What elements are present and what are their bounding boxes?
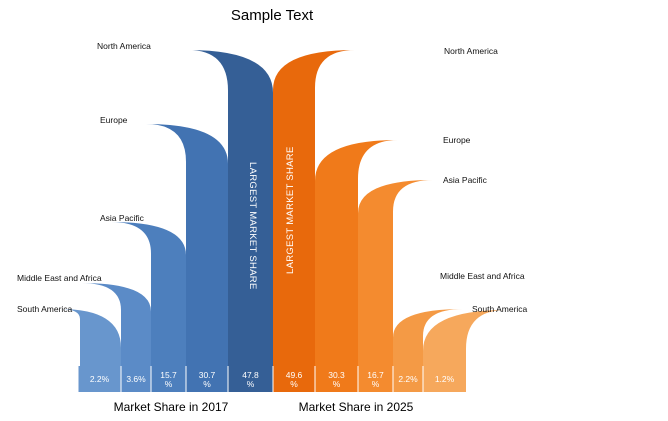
- value-cell-2025-middle-east-and-africa: [393, 366, 423, 392]
- value-cell-2017-asia-pacific: [151, 366, 186, 392]
- series-2025-group: 49.6 % North America 30.3 % Europe 16.7 % Asia P…: [272, 46, 528, 392]
- region-label-2017-middle-east-and-africa: Middle East and Africa: [17, 273, 102, 283]
- value-label-2025-asia-pacific: 16.7%: [367, 370, 384, 389]
- arc-2025-north-america: [273, 50, 355, 366]
- arc-2025-middle-east-and-africa: [393, 309, 463, 366]
- value-label-2017-asia-pacific: 15.7%: [160, 370, 177, 389]
- value-cell-2017-middle-east-and-africa: [121, 366, 151, 392]
- value-label-2025-south-america: 1.2%: [435, 374, 455, 384]
- arc-2017-europe: [146, 124, 228, 366]
- region-label-2017-asia-pacific: Asia Pacific: [100, 213, 145, 223]
- region-label-2025-europe: Europe: [443, 135, 471, 145]
- value-label-2017-south-america: 2.2%: [90, 374, 110, 384]
- arc-2025-south-america: [423, 310, 506, 366]
- value-label-2017-europe: 30.7%: [199, 370, 216, 389]
- arc-2017-north-america: [188, 50, 273, 366]
- value-cell-2025-europe: [315, 366, 358, 392]
- value-cell-2017-south-america: [78, 366, 121, 392]
- value-label-2025-middle-east-and-africa: 2.2%: [398, 374, 418, 384]
- value-label-2025-europe: 30.3%: [328, 370, 345, 389]
- x-label-2017: Market Share in 2017: [114, 400, 229, 414]
- value-label-2017-middle-east-and-africa: 3.6%: [126, 374, 146, 384]
- value-label-2017-north-america: 47.8%: [242, 370, 259, 389]
- value-cell-2017-north-america: [228, 366, 273, 392]
- value-cell-2025-north-america: [273, 366, 315, 392]
- value-cell-2017-europe: [186, 366, 228, 392]
- region-label-2017-south-america: South America: [17, 304, 73, 314]
- arc-2025-asia-pacific: [358, 180, 433, 366]
- arc-2017-south-america: [60, 309, 121, 366]
- x-label-2025: Market Share in 2025: [299, 400, 414, 414]
- region-label-2017-europe: Europe: [100, 115, 128, 125]
- region-label-2025-middle-east-and-africa: Middle East and Africa: [440, 271, 525, 281]
- arc-2017-asia-pacific: [111, 222, 186, 366]
- series-2017-group: 2.2% South America 3.6% Middle East and Afr…: [17, 41, 273, 392]
- highlight-label-2025: LARGEST MARKET SHARE: [285, 146, 296, 274]
- arc-2025-europe: [315, 140, 398, 366]
- region-label-2025-south-america: South America: [472, 304, 528, 314]
- arc-2017-middle-east-and-africa: [81, 283, 151, 366]
- value-label-2025-north-america: 49.6%: [286, 370, 303, 389]
- region-label-2025-north-america: North America: [444, 46, 498, 56]
- value-cell-2025-asia-pacific: [358, 366, 393, 392]
- highlight-label-2017: LARGEST MARKET SHARE: [247, 162, 258, 290]
- region-label-2025-asia-pacific: Asia Pacific: [443, 175, 488, 185]
- region-label-2017-north-america: North America: [97, 41, 151, 51]
- chart-title: Sample Text: [231, 7, 314, 24]
- value-cell-2025-south-america: [423, 366, 466, 392]
